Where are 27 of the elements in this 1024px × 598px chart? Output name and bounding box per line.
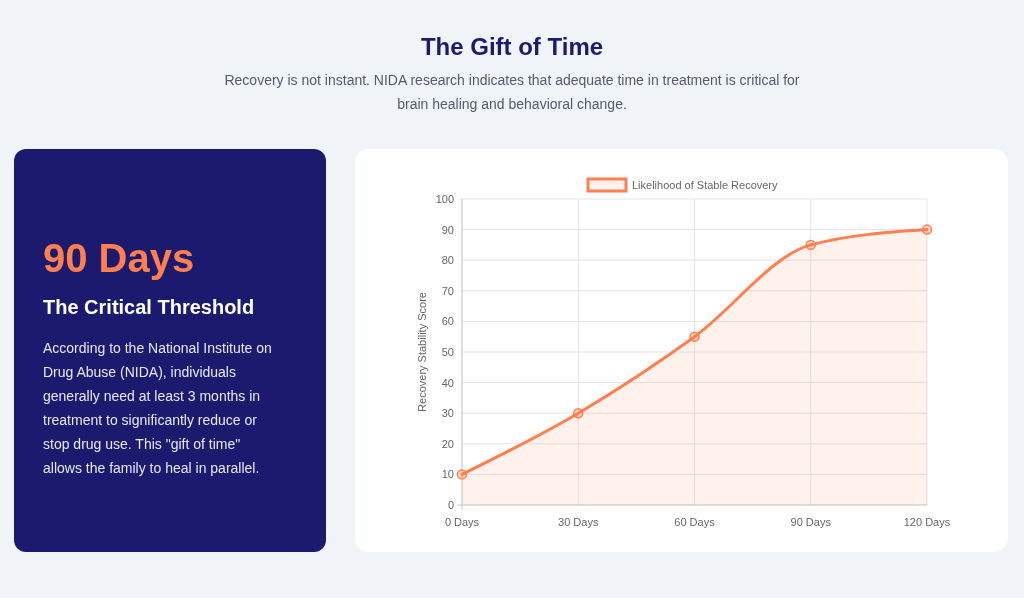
y-tick-label: 30 — [441, 407, 454, 420]
x-tick-label: 0 Days — [444, 516, 480, 528]
x-tick-label: 90 Days — [790, 516, 832, 528]
x-tick-label: 120 Days — [903, 516, 951, 528]
x-tick-label: 30 Days — [558, 516, 599, 528]
y-tick-label: 50 — [441, 346, 454, 358]
legend-label: Likelihood of Stable Recovery — [632, 179, 779, 191]
y-tick-label: 0 — [447, 499, 454, 511]
y-axis-title: Recovery Stability Score — [416, 292, 428, 412]
y-tick-label: 10 — [441, 468, 454, 481]
y-tick-label: 60 — [441, 315, 454, 328]
y-tick-label: 40 — [441, 376, 454, 389]
point — [456, 469, 468, 480]
y-tick-label: 90 — [441, 223, 454, 236]
text: The Critical Threshold — [43, 296, 255, 318]
point — [805, 239, 817, 251]
point — [572, 407, 584, 419]
point — [689, 331, 700, 342]
x-tick-label: 60 Days — [674, 516, 716, 528]
text: 90 Days — [43, 236, 195, 280]
y-tick-label: 80 — [441, 254, 454, 267]
chart-title: The Gift of Time — [420, 33, 604, 60]
y-tick-label: 70 — [441, 284, 454, 297]
text: According to the National Institute on Drug Abuse (NIDA), individuals generally need at least 3 months in treatment to significantly reduce or stop drug use. This "gift of time" allows the family to heal in parallel. — [43, 340, 272, 476]
chart-subtitle: Recovery is not instant. NIDA research indicates that adequate time in treatment is critical for brain healing and behavioral change. — [224, 72, 800, 112]
y-tick-label: 20 — [441, 437, 454, 450]
y-tick-label: 100 — [435, 193, 454, 205]
